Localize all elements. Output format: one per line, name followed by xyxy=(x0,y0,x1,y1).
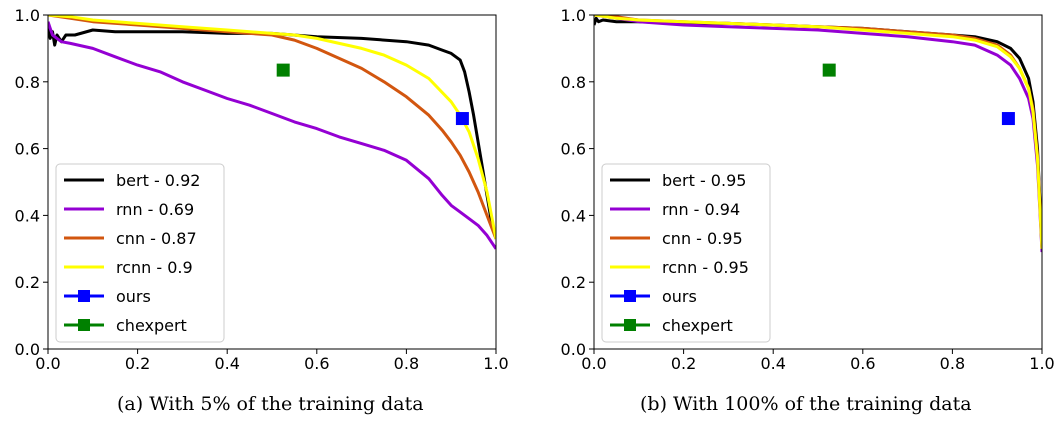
legend: bert - 0.95 rnn - 0.94 cnn - 0.95 rcnn - 0.… xyxy=(601,163,771,343)
y-tick-label: 0.0 xyxy=(15,340,40,359)
legend-label: rcnn - 0.9 xyxy=(116,258,193,277)
legend-label: ours xyxy=(662,287,697,306)
series-line-rcnn xyxy=(48,15,496,240)
y-tick-label: 0.4 xyxy=(15,206,40,225)
legend-label: bert - 0.92 xyxy=(116,171,200,190)
x-tick-label: 0.4 xyxy=(760,354,785,373)
marker-ours xyxy=(455,112,469,126)
y-tick-label: 0.8 xyxy=(15,73,40,92)
legend-marker-ours xyxy=(624,290,636,302)
caption-a: (a) With 5% of the training data xyxy=(117,393,424,415)
y-tick-label: 0.8 xyxy=(561,73,586,92)
legend-label: rnn - 0.94 xyxy=(662,200,740,219)
x-tick-label: 0.8 xyxy=(940,354,965,373)
figure-canvas: 0.0 0.2 0.4 0.6 0.8 1.0 0.0 0.2 0.4 0.6 0.8 1.0 bert… xyxy=(15,6,1055,373)
x-tick-label: 0.2 xyxy=(125,354,150,373)
legend-label: chexpert xyxy=(116,316,187,335)
legend: bert - 0.92 rnn - 0.69 cnn - 0.87 rcnn - 0.… xyxy=(55,163,225,343)
y-tick-label: 1.0 xyxy=(15,6,40,25)
x-tick-label: 0.4 xyxy=(214,354,239,373)
y-tick-label: 0.2 xyxy=(15,273,40,292)
y-tick-label: 0.4 xyxy=(561,206,586,225)
legend-label: chexpert xyxy=(662,316,733,335)
x-tick-label: 0.0 xyxy=(581,354,606,373)
plot-frame xyxy=(593,14,1043,350)
legend-label: bert - 0.95 xyxy=(662,171,746,190)
x-tick-label: 0.6 xyxy=(850,354,875,373)
x-tick-label: 1.0 xyxy=(483,354,508,373)
series-line-rnn xyxy=(48,21,496,250)
x-tick-label: 1.0 xyxy=(1029,354,1054,373)
x-tick-label: 0.6 xyxy=(304,354,329,373)
y-tick-label: 0.6 xyxy=(561,140,586,159)
chart-panel-a: 0.0 0.2 0.4 0.6 0.8 1.0 0.0 0.2 0.4 0.6 0.8 1.0 bert… xyxy=(15,6,509,373)
legend-marker-chexpert xyxy=(624,319,636,331)
legend-label: cnn - 0.87 xyxy=(116,229,197,248)
plot-frame xyxy=(47,14,497,350)
series-line-cnn xyxy=(48,15,496,240)
legend-label: rcnn - 0.95 xyxy=(662,258,749,277)
y-tick-label: 0.2 xyxy=(561,273,586,292)
series-line-rcnn xyxy=(594,15,1042,249)
y-tick-label: 0.0 xyxy=(561,340,586,359)
marker-chexpert xyxy=(822,63,836,77)
legend-label: rnn - 0.69 xyxy=(116,200,194,219)
caption-b: (b) With 100% of the training data xyxy=(640,393,972,415)
legend-label: cnn - 0.95 xyxy=(662,229,743,248)
x-tick-label: 0.2 xyxy=(671,354,696,373)
marker-chexpert xyxy=(276,63,290,77)
y-tick-label: 0.6 xyxy=(15,140,40,159)
x-tick-label: 0.0 xyxy=(35,354,60,373)
x-tick-label: 0.8 xyxy=(394,354,419,373)
y-tick-label: 1.0 xyxy=(561,6,586,25)
chart-panel-b: 0.0 0.2 0.4 0.6 0.8 1.0 0.0 0.2 0.4 0.6 0.8 1.0 bert… xyxy=(561,6,1055,373)
legend-marker-chexpert xyxy=(78,319,90,331)
legend-marker-ours xyxy=(78,290,90,302)
marker-ours xyxy=(1001,112,1015,126)
legend-label: ours xyxy=(116,287,151,306)
